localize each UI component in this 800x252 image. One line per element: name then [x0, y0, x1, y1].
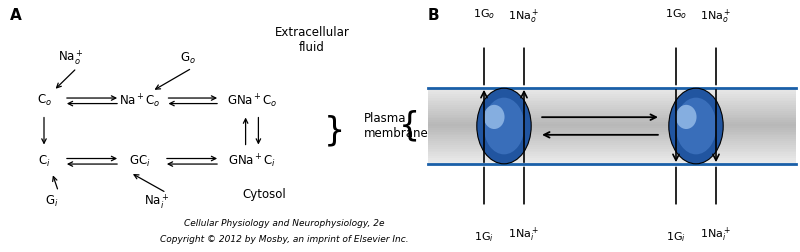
- Ellipse shape: [484, 105, 505, 129]
- Text: 1Na$^+_o$: 1Na$^+_o$: [700, 8, 732, 26]
- Text: }: }: [324, 115, 345, 147]
- Text: 1G$_i$: 1G$_i$: [474, 231, 494, 244]
- Text: B: B: [428, 8, 440, 23]
- Bar: [428, 113, 796, 115]
- Text: 1G$_i$: 1G$_i$: [666, 231, 686, 244]
- Text: GNa$^+$C$_o$: GNa$^+$C$_o$: [226, 92, 278, 110]
- Bar: [428, 162, 796, 164]
- Bar: [428, 147, 796, 149]
- Bar: [428, 88, 796, 90]
- Text: 1G$_o$: 1G$_o$: [665, 8, 687, 21]
- Text: Cellular Physiology and Neurophysiology, 2e: Cellular Physiology and Neurophysiology,…: [184, 218, 384, 228]
- Bar: [428, 126, 796, 128]
- Text: GNa$^+$C$_i$: GNa$^+$C$_i$: [228, 152, 276, 170]
- Bar: [428, 109, 796, 111]
- Bar: [428, 94, 796, 96]
- Ellipse shape: [483, 98, 525, 154]
- Bar: [428, 120, 796, 122]
- Bar: [428, 151, 796, 152]
- Bar: [428, 122, 796, 124]
- Bar: [428, 139, 796, 141]
- Bar: [428, 102, 796, 103]
- Text: A: A: [10, 8, 22, 23]
- Text: Cytosol: Cytosol: [242, 187, 286, 201]
- Bar: [428, 107, 796, 109]
- Bar: [428, 128, 796, 130]
- Text: C$_i$: C$_i$: [38, 154, 50, 169]
- Bar: [428, 149, 796, 151]
- Bar: [428, 143, 796, 145]
- Text: G$_i$: G$_i$: [46, 194, 58, 209]
- Ellipse shape: [669, 88, 723, 164]
- Bar: [428, 92, 796, 94]
- Text: Plasma
membrane: Plasma membrane: [364, 112, 429, 140]
- Bar: [428, 145, 796, 147]
- Bar: [428, 136, 796, 137]
- Text: Na$^+$C$_o$: Na$^+$C$_o$: [119, 92, 161, 110]
- Ellipse shape: [675, 98, 717, 154]
- Text: Extracellular
fluid: Extracellular fluid: [274, 26, 350, 54]
- Bar: [428, 156, 796, 158]
- Text: 1Na$^+_i$: 1Na$^+_i$: [700, 226, 732, 244]
- Bar: [428, 100, 796, 101]
- Text: Na$^+_i$: Na$^+_i$: [144, 192, 170, 211]
- Ellipse shape: [477, 88, 531, 164]
- Text: {: {: [398, 110, 420, 142]
- Bar: [428, 141, 796, 143]
- Bar: [428, 154, 796, 156]
- Bar: [428, 103, 796, 105]
- Bar: [428, 152, 796, 154]
- Text: 1G$_o$: 1G$_o$: [473, 8, 495, 21]
- Bar: [428, 90, 796, 92]
- Bar: [428, 111, 796, 113]
- Bar: [428, 137, 796, 139]
- Bar: [428, 116, 796, 118]
- Bar: [428, 134, 796, 136]
- Text: G$_o$: G$_o$: [180, 50, 196, 66]
- Bar: [428, 118, 796, 120]
- Bar: [428, 96, 796, 98]
- Bar: [428, 158, 796, 160]
- Text: 1Na$^+_o$: 1Na$^+_o$: [508, 8, 540, 26]
- Bar: [428, 124, 796, 126]
- Bar: [428, 115, 796, 116]
- Bar: [428, 160, 796, 162]
- Ellipse shape: [676, 105, 697, 129]
- Bar: [428, 98, 796, 100]
- Bar: [428, 130, 796, 132]
- Text: Copyright © 2012 by Mosby, an imprint of Elsevier Inc.: Copyright © 2012 by Mosby, an imprint of…: [160, 235, 408, 244]
- Text: Na$^+_o$: Na$^+_o$: [58, 49, 83, 67]
- Bar: [428, 105, 796, 107]
- Text: GC$_i$: GC$_i$: [129, 154, 151, 169]
- Text: 1Na$^+_i$: 1Na$^+_i$: [508, 226, 540, 244]
- Text: C$_o$: C$_o$: [37, 93, 51, 108]
- Bar: [428, 132, 796, 134]
